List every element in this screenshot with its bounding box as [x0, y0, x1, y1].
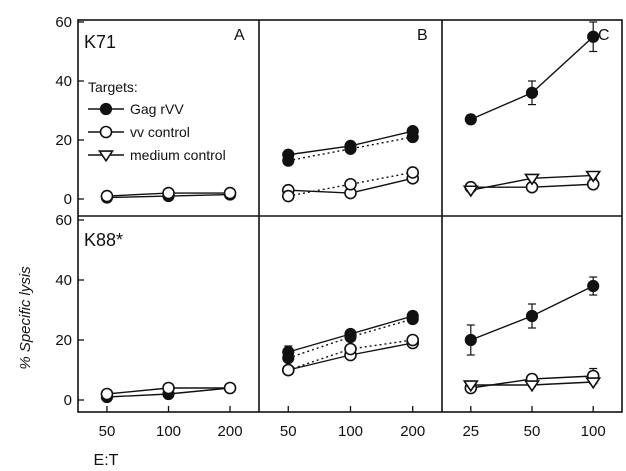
series-points [281, 125, 420, 203]
data-marks [100, 21, 602, 404]
series-line [288, 136, 413, 162]
series-marks [282, 130, 419, 167]
x-tick-label: 25 [462, 423, 479, 440]
data-point [406, 130, 419, 144]
series-marks [462, 377, 602, 393]
data-point [100, 189, 114, 203]
data-point [344, 142, 357, 155]
axis-ticks: 0 20 40 60 0 20 40 60 50 100 200 50 100 200 25 50 100 [55, 14, 605, 440]
legend-label: medium control [130, 147, 226, 163]
data-point [344, 342, 357, 356]
data-point [524, 380, 540, 393]
x-tick-label: 200 [400, 423, 425, 440]
y-tick-label: 20 [55, 332, 72, 349]
data-point [406, 166, 420, 179]
data-point [99, 102, 113, 116]
x-tick-label: 50 [99, 423, 116, 440]
series-points [281, 309, 420, 377]
x-tick-label: 100 [338, 423, 363, 440]
data-point [464, 113, 477, 126]
data-point [462, 380, 479, 393]
series-marks [281, 333, 420, 377]
y-tick-label: 0 [64, 392, 72, 409]
y-tick-label: 60 [55, 14, 72, 31]
data-point [282, 351, 295, 365]
series-marks [464, 21, 600, 126]
x-tick-label: 50 [524, 423, 541, 440]
data-point [587, 279, 600, 293]
panel-k71-b [281, 125, 420, 203]
data-point [524, 173, 540, 186]
data-point [587, 30, 600, 43]
row-label-k71: K71 [84, 32, 116, 52]
data-point [344, 177, 357, 191]
data-point [281, 363, 295, 377]
series-lines [470, 36, 594, 191]
x-tick-label: 100 [581, 423, 606, 440]
series-points [462, 21, 602, 198]
data-point [100, 387, 114, 401]
panel-k88-c [462, 276, 602, 395]
panel-k71-c [462, 21, 602, 198]
panel-letter-b: B [417, 27, 428, 44]
legend-entry: Gag rVV [88, 101, 184, 117]
legend-entry: medium control [88, 147, 226, 163]
series-points [100, 186, 237, 204]
series-marks [464, 276, 600, 356]
y-axis-title: % Specific lysis [17, 266, 34, 370]
y-tick-label: 60 [55, 212, 72, 229]
series-marks [462, 170, 602, 198]
x-axis-title: E:T [94, 452, 119, 469]
y-tick-label: 40 [55, 272, 72, 289]
legend-label: Gag rVV [130, 101, 184, 117]
series-points [462, 276, 602, 395]
series-marks [100, 186, 237, 203]
panel-letter-a: A [234, 27, 245, 44]
panel-letter-c: C [598, 27, 610, 44]
x-tick-label: 200 [218, 423, 243, 440]
y-tick-label: 0 [64, 191, 72, 208]
data-point [585, 377, 602, 390]
series-marks [281, 166, 420, 203]
legend-label: vv control [130, 124, 190, 140]
data-point [98, 150, 114, 163]
data-point [525, 86, 539, 99]
series-line [470, 36, 594, 120]
y-tick-label: 40 [55, 73, 72, 90]
legend-entry: vv control [88, 124, 190, 140]
panel-k71-a [100, 186, 237, 204]
series-marks [282, 312, 419, 365]
row-label-k88: K88* [84, 230, 123, 250]
panel-k88-b [281, 309, 420, 377]
data-point [162, 186, 175, 200]
data-point [464, 333, 477, 347]
data-point [462, 185, 479, 198]
panel-k88-a [100, 381, 237, 404]
x-tick-label: 100 [156, 423, 181, 440]
data-point [525, 309, 539, 323]
data-point [162, 381, 175, 395]
data-point [344, 330, 357, 344]
series-marks [100, 381, 237, 401]
y-tick-label: 20 [55, 132, 72, 149]
data-point [406, 333, 420, 347]
data-point [406, 312, 419, 326]
legend: Targets: Gag rVV vv control medium control [88, 79, 226, 163]
data-point [223, 381, 237, 395]
series-points [100, 381, 237, 404]
data-point [223, 186, 237, 200]
data-point [99, 125, 113, 139]
data-point [281, 189, 295, 203]
data-point [282, 154, 295, 167]
x-tick-label: 50 [280, 423, 297, 440]
series-line [288, 171, 413, 197]
legend-title: Targets: [88, 79, 138, 95]
data-point [585, 170, 602, 183]
